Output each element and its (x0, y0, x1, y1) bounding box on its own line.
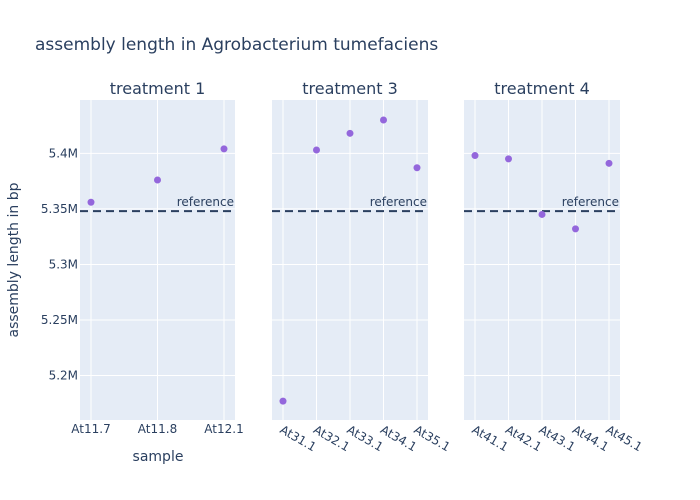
y-tick-label: 5.25M (41, 313, 78, 327)
data-point (220, 145, 228, 153)
data-point (605, 159, 613, 167)
data-point (346, 129, 354, 137)
reference-label: reference (177, 195, 234, 209)
panel-title: treatment 3 (302, 79, 398, 98)
panel-title: treatment 4 (494, 79, 590, 98)
data-point (505, 155, 512, 163)
x-tick-label: At34.1 (378, 422, 419, 454)
x-tick-label: At45.1 (604, 422, 645, 454)
x-tick-label: At42.1 (503, 422, 544, 454)
x-tick-label: At35.1 (412, 422, 453, 454)
panel-title: treatment 1 (110, 79, 206, 98)
data-point (154, 176, 161, 184)
y-tick-label: 5.4M (49, 146, 78, 160)
panels: reference treatment 1 5.2M 5.25M 5.3M 5.35M 5.… (41, 79, 645, 454)
data-point (313, 146, 320, 154)
x-tick-label: At33.1 (345, 422, 386, 454)
x-axis-label: sample (133, 449, 184, 465)
y-tick-label: 5.35M (41, 202, 78, 216)
x-tick-label: At11.8 (138, 422, 177, 436)
x-tick-label: At32.1 (311, 422, 352, 454)
panel-1: reference treatment 1 5.2M 5.25M 5.3M 5.35M 5.… (41, 79, 244, 436)
y-tick-label: 5.3M (49, 257, 78, 271)
data-point (471, 152, 479, 160)
chart-title: assembly length in Agrobacterium tumefac… (35, 35, 438, 55)
x-tick-label: At11.7 (71, 422, 110, 436)
data-point (538, 210, 546, 218)
data-point (87, 198, 95, 206)
reference-label: reference (370, 195, 427, 209)
y-tick-label: 5.2M (49, 369, 78, 383)
x-tick-label: At44.1 (570, 422, 611, 454)
data-point (380, 116, 387, 124)
reference-label: reference (562, 195, 619, 209)
data-point (413, 164, 421, 172)
data-point (279, 397, 287, 405)
x-tick-label: At43.1 (537, 422, 578, 454)
x-tick-label: At12.1 (204, 422, 243, 436)
y-axis-label: assembly length in bp (6, 182, 22, 337)
x-tick-label: At31.1 (278, 422, 319, 454)
data-point (572, 225, 579, 233)
x-tick-label: At41.1 (470, 422, 511, 454)
